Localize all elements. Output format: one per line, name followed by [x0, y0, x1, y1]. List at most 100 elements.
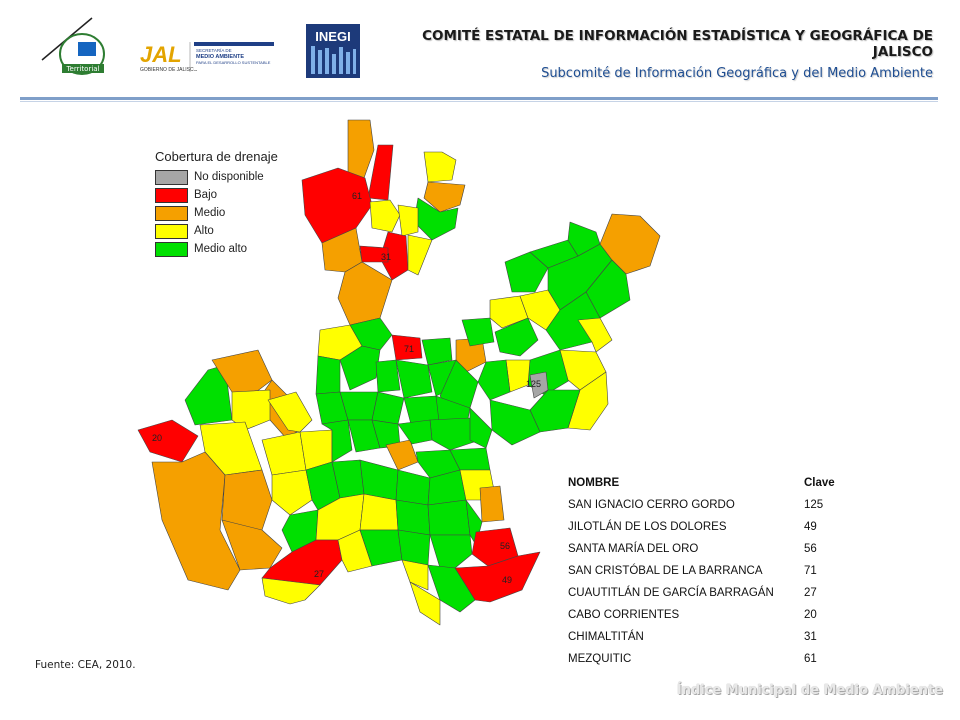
municipality: [409, 581, 441, 626]
municipality: [421, 337, 453, 366]
municipality: [371, 391, 405, 425]
legend-swatch: [155, 241, 188, 257]
svg-text:SECRETARÍA DE: SECRETARÍA DE: [196, 47, 232, 53]
cell-nombre: SANTA MARÍA DEL ORO: [568, 543, 699, 555]
legend-title: Cobertura de drenaje: [155, 149, 278, 164]
municipality: [461, 317, 495, 347]
legend-item: Bajo: [155, 186, 278, 204]
svg-text:INEGI: INEGI: [315, 29, 350, 44]
municipality: [369, 199, 401, 233]
table-row: CHIMALTITÁN 31: [568, 626, 835, 648]
map-label-125: 125: [526, 379, 541, 389]
legend-swatch: [155, 205, 188, 221]
municipality: [261, 539, 343, 586]
table-header-row: NOMBRE Clave: [568, 472, 835, 494]
municipality: [427, 499, 471, 536]
cell-clave: 125: [804, 499, 824, 511]
territorial-logo: Territorial: [38, 14, 116, 78]
municipality: [429, 534, 473, 569]
legend-label: Medio alto: [194, 243, 248, 255]
municipality: [529, 389, 581, 433]
cell-nombre: SAN CRISTÓBAL DE LA BARRANCA: [568, 565, 763, 577]
municipality-table: NOMBRE Clave SAN IGNACIO CERRO GORDO 125 …: [568, 472, 835, 670]
municipality: [494, 317, 539, 357]
municipality: [397, 529, 431, 566]
cell-clave: 31: [804, 631, 817, 643]
cell-clave: 27: [804, 587, 817, 599]
municipality: [423, 151, 457, 183]
column-header-nombre: NOMBRE: [568, 477, 620, 489]
cell-clave: 56: [804, 543, 817, 555]
svg-text:GOBIERNO DE JALISCO: GOBIERNO DE JALISCO: [140, 67, 198, 73]
legend-swatch: [155, 223, 188, 239]
municipality: [359, 459, 399, 501]
municipality: [315, 355, 341, 395]
cell-clave: 61: [804, 653, 817, 665]
legend-item: No disponible: [155, 168, 278, 186]
footer-title: Índice Municipal de Medio Ambiente: [676, 683, 943, 698]
table-row: JILOTLÁN DE LOS DOLORES 49: [568, 516, 835, 538]
map-label-61: 61: [352, 191, 362, 201]
map-legend: Cobertura de drenaje No disponible Bajo …: [155, 149, 278, 258]
municipality: [261, 431, 307, 476]
cell-clave: 20: [804, 609, 817, 621]
municipality: [151, 451, 241, 591]
table-row: SAN CRISTÓBAL DE LA BARRANCA 71: [568, 560, 835, 582]
legend-item: Medio alto: [155, 240, 278, 258]
cell-nombre: JILOTLÁN DE LOS DOLORES: [568, 521, 727, 533]
map-label-71: 71: [404, 344, 414, 354]
map-label-20: 20: [152, 433, 162, 443]
svg-text:PARA EL DESARROLLO SUSTENTABLE: PARA EL DESARROLLO SUSTENTABLE: [196, 60, 271, 65]
table-row: CUAUTITLÁN DE GARCÍA BARRAGÁN 27: [568, 582, 835, 604]
municipality: [397, 419, 433, 445]
municipality: [375, 359, 401, 393]
svg-text:JAL: JAL: [140, 42, 182, 67]
municipality: [221, 519, 283, 571]
legend-label: Medio: [194, 207, 226, 219]
municipality: [321, 419, 353, 463]
header-title: COMITÉ ESTATAL DE INFORMACIÓN ESTADÍSTIC…: [422, 28, 933, 60]
table-row: CABO CORRIENTES 20: [568, 604, 835, 626]
cell-nombre: CUAUTITLÁN DE GARCÍA BARRAGÁN: [568, 587, 774, 599]
municipality: [137, 419, 199, 463]
municipality: [489, 295, 529, 329]
legend-label: Alto: [194, 225, 214, 237]
table-row: SANTA MARÍA DEL ORO 56: [568, 538, 835, 560]
header-divider: [20, 97, 938, 100]
municipality: [301, 167, 373, 244]
municipality: [349, 317, 393, 351]
municipality: [211, 349, 273, 399]
map-label-56: 56: [500, 541, 510, 551]
cell-clave: 71: [804, 565, 817, 577]
municipality: [423, 181, 466, 213]
municipality: [271, 469, 313, 516]
municipality: [337, 261, 393, 326]
table-row: SAN IGNACIO CERRO GORDO 125: [568, 494, 835, 516]
municipality: [231, 389, 271, 431]
cell-nombre: CABO CORRIENTES: [568, 609, 680, 621]
municipality: [577, 317, 613, 353]
header-divider-shadow: [20, 101, 938, 102]
cell-nombre: SAN IGNACIO CERRO GORDO: [568, 499, 735, 511]
legend-item: Alto: [155, 222, 278, 240]
municipality: [489, 399, 541, 446]
map-label-31: 31: [381, 252, 391, 262]
municipality: [479, 485, 505, 523]
municipality: [395, 469, 431, 506]
municipality: [395, 359, 433, 399]
legend-swatch: [155, 187, 188, 203]
municipality: [401, 559, 429, 591]
municipality: [391, 334, 423, 361]
municipality: [599, 213, 661, 275]
legend-swatch: [155, 169, 188, 185]
svg-text:Territorial: Territorial: [65, 65, 99, 73]
municipality: [385, 439, 419, 471]
municipality: [567, 221, 601, 257]
municipality: [407, 234, 433, 276]
municipality: [261, 577, 321, 605]
legend-label: Bajo: [194, 189, 218, 201]
legend-label: No disponible: [194, 171, 264, 183]
svg-text:MEDIO AMBIENTE: MEDIO AMBIENTE: [196, 54, 244, 60]
municipality: [347, 119, 375, 179]
